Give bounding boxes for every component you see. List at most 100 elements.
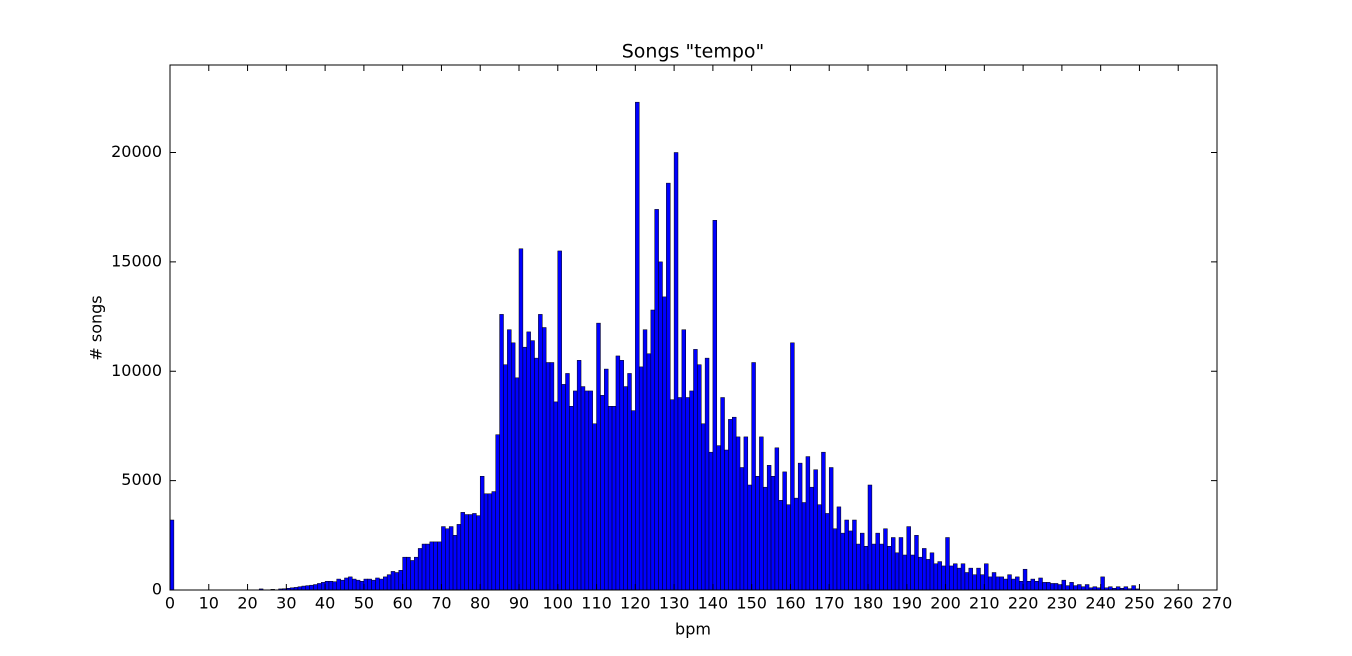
bar [871, 543, 877, 591]
bar [561, 384, 566, 591]
bar [491, 491, 496, 591]
bar [1131, 585, 1136, 591]
bar [336, 578, 341, 591]
bar [433, 541, 438, 591]
bar [600, 395, 605, 591]
bar [402, 556, 407, 591]
bar [627, 373, 632, 591]
bar [949, 565, 954, 591]
bar [972, 574, 977, 591]
bar [619, 360, 624, 591]
bar [840, 532, 845, 591]
bar [794, 497, 799, 591]
bar [1053, 583, 1059, 591]
x-tick-label: 110 [581, 594, 612, 613]
bar [553, 401, 559, 591]
y-tick-label: 15000 [111, 251, 162, 270]
bar [673, 152, 679, 591]
bar [615, 355, 621, 591]
bar [914, 535, 919, 591]
bar [576, 360, 582, 591]
bar [646, 353, 652, 591]
bar [1050, 583, 1055, 591]
bar [328, 581, 334, 591]
bar [542, 327, 547, 591]
bar [584, 390, 590, 591]
bar [390, 571, 396, 591]
bar [929, 552, 935, 591]
bar [545, 362, 551, 591]
bar [712, 220, 718, 591]
bar [697, 364, 702, 591]
bar [759, 436, 764, 591]
bar [1042, 582, 1047, 591]
bar [1100, 576, 1105, 591]
x-tick-label: 230 [1047, 594, 1078, 613]
bar [883, 528, 888, 591]
x-tick-label: 160 [775, 594, 806, 613]
y-tick-label: 10000 [111, 361, 162, 380]
x-tick-label: 130 [659, 594, 690, 613]
bar [956, 567, 962, 591]
bar [499, 314, 504, 591]
bar [476, 515, 481, 591]
bar [386, 574, 392, 591]
bar [774, 447, 780, 591]
bar [320, 582, 326, 591]
bar [763, 486, 768, 591]
bar [953, 563, 958, 591]
bar [464, 514, 469, 591]
bar [720, 397, 725, 591]
bar [573, 390, 578, 591]
bar [925, 559, 931, 591]
bar [317, 583, 322, 591]
bar [677, 397, 683, 591]
bar [557, 250, 562, 591]
bar [429, 541, 434, 591]
x-tick-label: 100 [543, 594, 574, 613]
bar [666, 182, 671, 591]
bar [991, 572, 997, 591]
bar [580, 386, 586, 591]
bar [960, 563, 966, 591]
x-tick-label: 180 [853, 594, 884, 613]
bar [739, 467, 745, 591]
bar [832, 528, 838, 591]
bar [379, 578, 384, 591]
bar [309, 584, 314, 591]
bar [1065, 585, 1070, 591]
bar [538, 314, 543, 591]
bar [410, 560, 415, 591]
bar [658, 261, 663, 591]
bar [394, 572, 400, 591]
bar [324, 581, 330, 591]
bar [685, 397, 690, 591]
bar [421, 543, 427, 591]
bar [941, 565, 946, 591]
bar [522, 346, 528, 591]
x-tick-label: 20 [237, 594, 257, 613]
x-tick-label: 120 [620, 594, 651, 613]
bar [910, 554, 915, 591]
bar [933, 563, 939, 591]
bar [704, 357, 710, 591]
bar [479, 476, 485, 591]
bar [375, 577, 380, 591]
bar [588, 390, 593, 591]
bar [1069, 582, 1074, 591]
bar [766, 465, 772, 591]
bar [894, 552, 900, 591]
bar [728, 419, 733, 591]
bar [383, 576, 388, 591]
bar [805, 456, 811, 591]
x-tick-label: 260 [1163, 594, 1194, 613]
bar [355, 579, 361, 591]
bar [650, 309, 655, 591]
bar [623, 386, 628, 591]
bar [887, 546, 892, 591]
bar [724, 449, 729, 591]
bar [809, 486, 814, 591]
bar [1057, 584, 1063, 591]
bar [441, 526, 446, 591]
